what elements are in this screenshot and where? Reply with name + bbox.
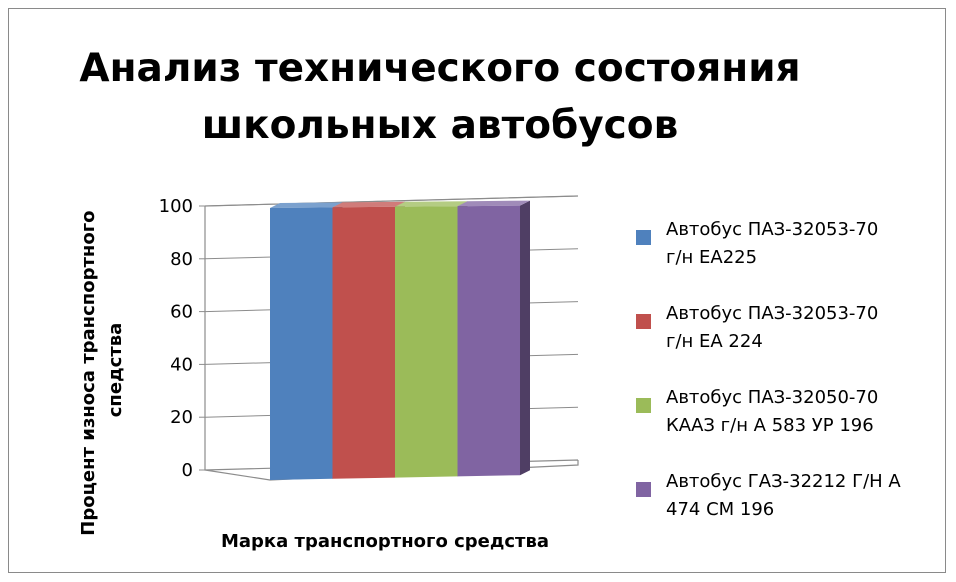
bar [332, 201, 405, 479]
gridline [204, 195, 579, 207]
legend-label-line-1: Автобус ПАЗ-32050-70 [666, 387, 879, 408]
y-tick-label: 20 [170, 407, 193, 428]
bar [270, 202, 343, 480]
y-tick-label: 100 [159, 196, 193, 217]
y-axis-label-line-1: Процент износа транспортного [78, 211, 99, 536]
bar-side-face [520, 200, 530, 476]
y-tick-label: 0 [182, 460, 193, 481]
bar [395, 201, 468, 478]
legend: Автобус ПАЗ-32053-70 г/н ЕА225 Автобус П… [636, 216, 936, 552]
y-tick-label: 40 [170, 354, 193, 375]
chart-title-line-2: школьных автобусов [201, 103, 679, 148]
x-axis-label: Марка транспортного средства [221, 531, 549, 552]
legend-label-line-2: 474 СМ 196 [666, 499, 775, 520]
legend-label-line-1: Автобус ПАЗ-32053-70 [666, 219, 879, 240]
chart-title: Анализ технического состояния школьных а… [60, 40, 820, 154]
bar-top-face [395, 201, 468, 207]
y-axis-ticks: 0 20 40 60 80 100 [159, 196, 205, 481]
legend-label-line-2: КААЗ г/н А 583 УР 196 [666, 415, 874, 436]
y-axis-label-line-2: спедства [105, 323, 126, 418]
legend-swatch [636, 398, 651, 413]
y-tick-label: 80 [170, 249, 193, 270]
chart-title-line-1: Анализ технического состояния [79, 46, 801, 91]
bar-top-face [457, 200, 530, 207]
legend-item: Автобус ПАЗ-32053-70 г/н ЕА 224 [636, 300, 936, 384]
y-tick-label: 60 [170, 302, 193, 323]
legend-label-line-1: Автобус ПАЗ-32053-70 [666, 303, 879, 324]
legend-label: Автобус ГАЗ-32212 Г/Н А 474 СМ 196 [666, 468, 936, 524]
legend-label-line-2: г/н ЕА225 [666, 247, 758, 268]
bar-top-face [332, 201, 405, 208]
legend-item: Автобус ГАЗ-32212 Г/Н А 474 СМ 196 [636, 468, 936, 552]
legend-label: Автобус ПАЗ-32053-70 г/н ЕА 224 [666, 300, 936, 356]
legend-swatch [636, 314, 651, 329]
bar-front-face [457, 205, 520, 477]
legend-label: Автобус ПАЗ-32050-70 КААЗ г/н А 583 УР 1… [666, 384, 936, 440]
bar-front-face [395, 206, 458, 478]
bar-front-face [332, 206, 395, 479]
legend-label: Автобус ПАЗ-32053-70 г/н ЕА225 [666, 216, 936, 272]
bar [457, 200, 530, 477]
bars [270, 200, 530, 480]
legend-label-line-1: Автобус ГАЗ-32212 Г/Н А [666, 471, 901, 492]
bar-front-face [270, 207, 333, 480]
legend-label-line-2: г/н ЕА 224 [666, 331, 763, 352]
legend-item: Автобус ПАЗ-32050-70 КААЗ г/н А 583 УР 1… [636, 384, 936, 468]
legend-swatch [636, 230, 651, 245]
legend-swatch [636, 482, 651, 497]
y-axis-label: Процент износа транспортного спедства [78, 204, 126, 536]
legend-item: Автобус ПАЗ-32053-70 г/н ЕА225 [636, 216, 936, 300]
bar-top-face [270, 202, 343, 208]
